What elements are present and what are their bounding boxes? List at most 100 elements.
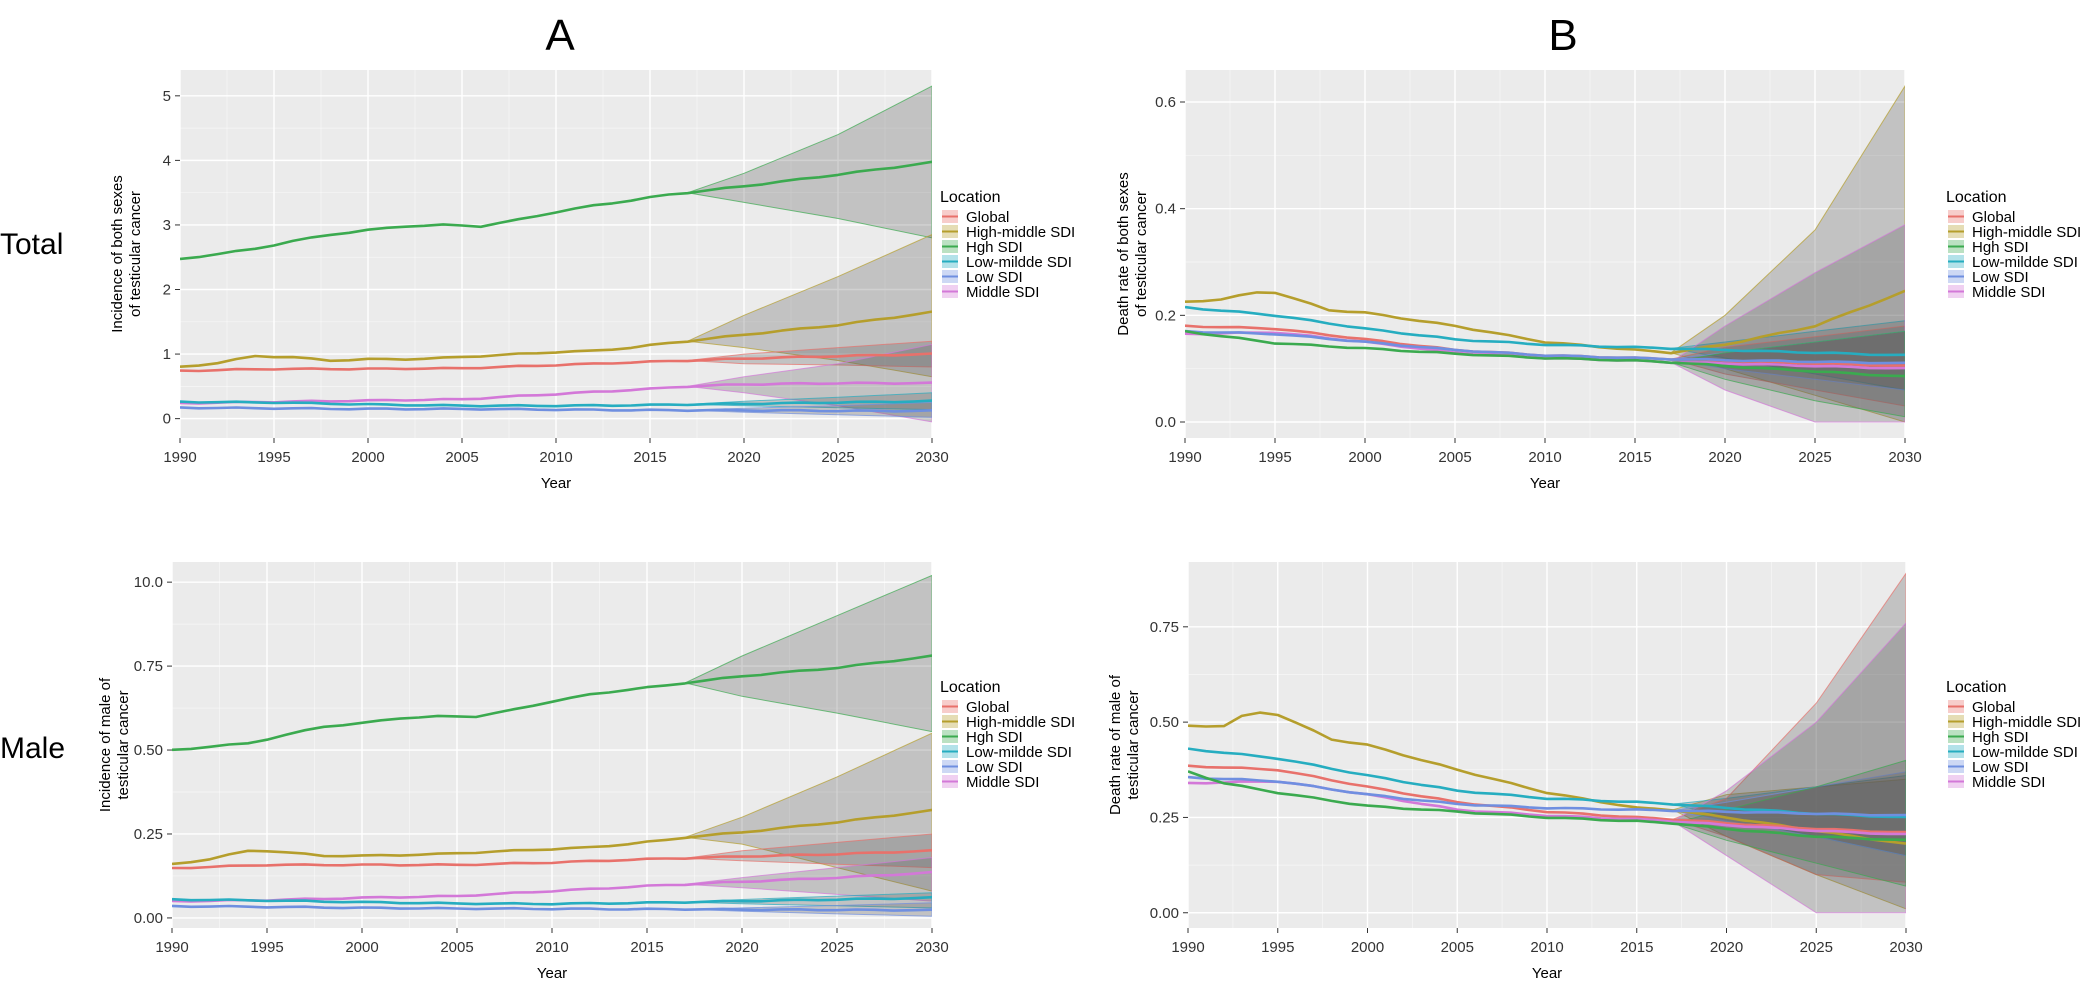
y-tick-label: 0.00 bbox=[1150, 905, 1179, 922]
legend-label: Low-mildde SDI bbox=[1972, 744, 2078, 761]
legend-item: Global bbox=[942, 209, 1009, 226]
legend-item: Low SDI bbox=[942, 759, 1023, 776]
legend-item: Middle SDI bbox=[1948, 284, 2045, 301]
y-axis-title-line: Incidence of male of bbox=[97, 677, 114, 812]
legend-item: High-middle SDI bbox=[1948, 224, 2081, 241]
legend-title: Location bbox=[1946, 189, 2007, 206]
legend-item: Global bbox=[1948, 699, 2015, 716]
legend-item: Hgh SDI bbox=[1948, 729, 2029, 746]
legend-item: Low-mildde SDI bbox=[942, 744, 1072, 761]
series-line-low-sdi bbox=[1188, 775, 1906, 817]
legend-item: Hgh SDI bbox=[1948, 239, 2029, 256]
legend-label: High-middle SDI bbox=[1972, 714, 2081, 731]
series-line-middle-sdi bbox=[180, 381, 932, 405]
legend-label: Middle SDI bbox=[1972, 774, 2045, 791]
y-tick-label: 10.0 bbox=[134, 574, 163, 591]
x-tick-label: 2010 bbox=[1530, 939, 1563, 956]
y-tick-label: 0.00 bbox=[134, 910, 163, 927]
panel-letter-a: A bbox=[545, 11, 575, 60]
legend-label: Global bbox=[1972, 209, 2015, 226]
x-tick-label: 2000 bbox=[1351, 939, 1384, 956]
x-tick-label: 1990 bbox=[155, 939, 188, 956]
x-tick-label: 2000 bbox=[345, 939, 378, 956]
series-line-low-mildde-sdi bbox=[1185, 305, 1905, 357]
series-lines bbox=[172, 654, 932, 912]
legend-item: Low SDI bbox=[1948, 759, 2029, 776]
legend-item: Hgh SDI bbox=[942, 239, 1023, 256]
legend-title: Location bbox=[1946, 679, 2007, 696]
row-label-male: Male bbox=[0, 732, 65, 765]
series-line-low-sdi bbox=[180, 406, 932, 413]
series-line-high-middle-sdi bbox=[172, 808, 932, 866]
legend-label: Hgh SDI bbox=[1972, 239, 2029, 256]
y-axis-title-line: Incidence of both sexes bbox=[109, 175, 126, 333]
x-tick-label: 2005 bbox=[1438, 449, 1471, 466]
y-axis-title-line: Death rate of both sexes bbox=[1115, 172, 1132, 335]
x-tick-label: 2010 bbox=[539, 449, 572, 466]
legend-label: Low-mildde SDI bbox=[966, 254, 1072, 271]
x-tick-label: 2025 bbox=[1798, 449, 1831, 466]
series-lines bbox=[1188, 711, 1906, 845]
legend-label: Low SDI bbox=[966, 759, 1023, 776]
ci-band-middle-sdi bbox=[1671, 622, 1906, 914]
x-tick-label: 2030 bbox=[1889, 939, 1922, 956]
legend-item: Global bbox=[942, 699, 1009, 716]
x-tick-label: 2000 bbox=[1348, 449, 1381, 466]
y-tick-label: 0.0 bbox=[1155, 414, 1176, 431]
x-tick-label: 2020 bbox=[1708, 449, 1741, 466]
legend-label: Low-mildde SDI bbox=[1972, 254, 2078, 271]
x-tick-label: 2020 bbox=[1710, 939, 1743, 956]
row-label-total: Total bbox=[0, 228, 63, 261]
x-tick-label: 2030 bbox=[915, 449, 948, 466]
y-tick-label: 0.75 bbox=[1150, 619, 1179, 636]
legend-label: Middle SDI bbox=[1972, 284, 2045, 301]
y-axis-title: Death rate of male oftesticular cancer bbox=[1107, 674, 1142, 815]
legend-item: Low-mildde SDI bbox=[1948, 744, 2078, 761]
series-line-middle-sdi bbox=[172, 870, 932, 903]
y-tick-label: 0 bbox=[163, 411, 171, 428]
x-tick-label: 2025 bbox=[1800, 939, 1833, 956]
x-tick-label: 2015 bbox=[1620, 939, 1653, 956]
legend-label: Low SDI bbox=[1972, 269, 2029, 286]
y-tick-label: 3 bbox=[163, 217, 171, 234]
legend-label: Global bbox=[966, 699, 1009, 716]
series-line-low-mildde-sdi bbox=[180, 399, 932, 408]
y-tick-label: 5 bbox=[163, 88, 171, 105]
legend-label: Hgh SDI bbox=[966, 239, 1023, 256]
x-tick-label: 1990 bbox=[1168, 449, 1201, 466]
legend-label: High-middle SDI bbox=[966, 714, 1075, 731]
series-line-hgh-sdi bbox=[1188, 770, 1906, 842]
ci-band-high-middle-sdi bbox=[685, 234, 932, 378]
y-tick-label: 0.4 bbox=[1155, 201, 1176, 218]
legend-label: Global bbox=[966, 209, 1009, 226]
y-axis-title: Death rate of both sexesof testicular ca… bbox=[1115, 172, 1150, 335]
legend-label: Hgh SDI bbox=[966, 729, 1023, 746]
series-line-high-middle-sdi bbox=[180, 310, 932, 368]
y-axis-title-line: of testicular cancer bbox=[1133, 191, 1150, 317]
y-axis-title-line: testicular cancer bbox=[115, 690, 132, 799]
x-tick-label: 2025 bbox=[821, 449, 854, 466]
legend-item: Low-mildde SDI bbox=[1948, 254, 2078, 271]
x-axis-title: Year bbox=[1530, 475, 1560, 492]
legend-label: Low-mildde SDI bbox=[966, 744, 1072, 761]
x-tick-label: 2005 bbox=[440, 939, 473, 956]
x-tick-label: 1990 bbox=[1171, 939, 1204, 956]
x-tick-label: 1990 bbox=[163, 449, 196, 466]
x-tick-label: 2010 bbox=[535, 939, 568, 956]
series-lines bbox=[1185, 289, 1905, 378]
series-line-low-sdi bbox=[1185, 329, 1905, 365]
x-axis-title: Year bbox=[537, 965, 567, 982]
x-axis-title: Year bbox=[1532, 965, 1562, 982]
series-line-low-mildde-sdi bbox=[172, 895, 932, 906]
x-tick-label: 2015 bbox=[630, 939, 663, 956]
x-tick-label: 2005 bbox=[1441, 939, 1474, 956]
x-tick-label: 2020 bbox=[725, 939, 758, 956]
y-axis-title-line: of testicular cancer bbox=[127, 191, 144, 317]
y-axis-title-line: testicular cancer bbox=[1125, 690, 1142, 799]
legend-title: Location bbox=[940, 679, 1001, 696]
legend-item: High-middle SDI bbox=[942, 224, 1075, 241]
